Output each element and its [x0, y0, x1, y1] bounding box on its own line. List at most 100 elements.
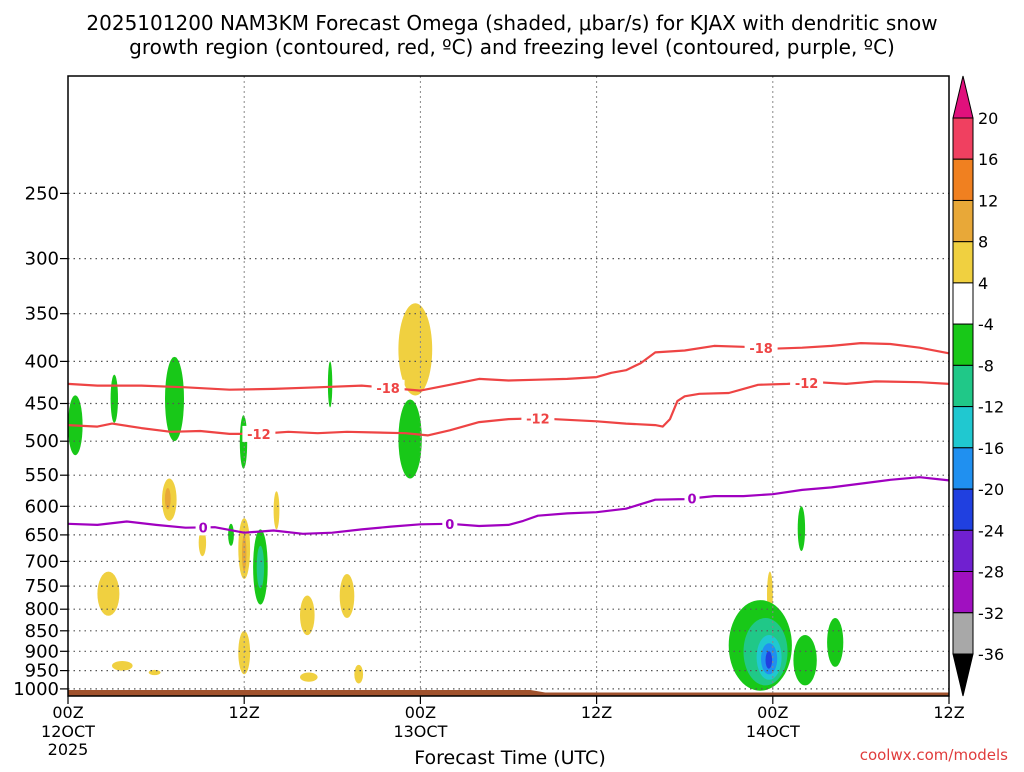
temperature-contours: -18 -18 -12 -12 -12 0 0 0	[67, 339, 950, 536]
colorbar-label-7: -12	[978, 398, 1004, 417]
contour-label-2-0: 0	[199, 521, 208, 536]
colorbar-label-4: 4	[978, 274, 988, 293]
omega-region-14	[256, 545, 265, 589]
y-tick-label-550: 550	[25, 465, 59, 486]
omega-region-3	[239, 415, 248, 469]
colorbar-segment-6	[952, 364, 974, 408]
omega-region-21	[148, 669, 161, 676]
colorbar-label-0: 20	[978, 109, 998, 128]
contour-label-bg-2-0	[195, 519, 211, 536]
chart-title-line-1: 2025101200 NAM3KM Forecast Omega (shaded…	[86, 11, 937, 35]
colorbar-label-12: -32	[978, 604, 1004, 623]
chart-title-line-2: growth region (contoured, red, ºC) and f…	[129, 35, 895, 59]
surface-layer	[68, 690, 949, 696]
y-axis-ticks: 2503003504004505005506006507007508008509…	[13, 183, 68, 700]
x-tick-date-2: 13OCT	[393, 722, 447, 741]
omega-region-1	[110, 374, 119, 423]
y-tick-label-700: 700	[25, 551, 59, 572]
omega-region-9	[198, 529, 207, 557]
y-tick-label-600: 600	[25, 496, 59, 517]
contour-label-bg-2-2	[684, 490, 700, 507]
grid-lines	[68, 76, 949, 696]
y-tick-label-850: 850	[25, 621, 59, 642]
y-tick-label-350: 350	[25, 304, 59, 325]
y-tick-label-750: 750	[25, 576, 59, 597]
x-tick-label-5: 12Z	[933, 703, 964, 722]
colorbar-label-1: 16	[978, 150, 998, 169]
y-tick-label-250: 250	[25, 183, 59, 204]
contour-label-bg-1-2	[790, 374, 824, 391]
y-tick-label-300: 300	[25, 249, 59, 270]
colorbar-label-5: -4	[978, 315, 994, 334]
contour-label-bg-0-1	[744, 339, 778, 356]
plot-area: -18 -18 -12 -12 -12 0 0 0	[67, 75, 950, 697]
contour-label-bg-2-1	[442, 515, 458, 532]
colorbar-segment-1	[952, 158, 974, 201]
y-tick-label-900: 900	[25, 641, 59, 662]
x-tick-label-3: 12Z	[581, 703, 612, 722]
omega-region-12	[242, 534, 247, 572]
y-tick-label-650: 650	[25, 525, 59, 546]
x-tick-label-0: 00Z	[52, 703, 83, 722]
y-tick-label-1000: 1000	[13, 679, 59, 700]
omega-region-18	[339, 574, 355, 618]
x-tick-label-1: 12Z	[229, 703, 260, 722]
colorbar-segment-10	[952, 529, 974, 573]
y-tick-label-500: 500	[25, 431, 59, 452]
colorbar-label-2: 12	[978, 192, 998, 211]
colorbar-segment-7	[952, 406, 974, 449]
contour-label-1-1: -12	[526, 412, 550, 427]
omega-region-4	[327, 361, 333, 408]
colorbar-label-8: -16	[978, 439, 1004, 458]
colorbar-label-9: -20	[978, 480, 1004, 499]
colorbar-label-6: -8	[978, 356, 994, 375]
omega-region-31	[827, 618, 844, 667]
contour-label-2-2: 0	[687, 492, 696, 507]
colorbar-label-11: -28	[978, 563, 1004, 582]
omega-region-29	[765, 651, 773, 669]
contour-label-1-0: -12	[247, 428, 271, 443]
omega-region-6	[398, 303, 433, 396]
contour-label-0-1: -18	[749, 342, 773, 357]
omega-region-17	[300, 595, 315, 636]
colorbar-segment-5	[952, 323, 974, 366]
omega-region-23	[354, 664, 364, 684]
contour-label-bg-1-1	[521, 410, 555, 427]
colorbar-label-3: 8	[978, 233, 988, 252]
credit-text: coolwx.com/models	[860, 746, 1008, 764]
contour-line-2	[67, 476, 950, 535]
colorbar-label-10: -24	[978, 521, 1004, 540]
x-tick-label-4: 00Z	[757, 703, 788, 722]
omega-region-20	[112, 661, 133, 671]
colorbar-bottom-arrow	[952, 653, 974, 697]
y-tick-label-950: 950	[25, 661, 59, 682]
contour-label-1-2: -12	[795, 377, 819, 392]
colorbar-top-arrow	[952, 75, 974, 119]
contour-line-0	[67, 342, 950, 392]
colorbar-label-13: -36	[978, 645, 1004, 664]
omega-region-16	[97, 571, 120, 616]
x-axis-label: Forecast Time (UTC)	[414, 747, 605, 768]
x-tick-label-2: 00Z	[405, 703, 436, 722]
contour-label-bg-1-0	[242, 425, 276, 442]
y-tick-label-800: 800	[25, 599, 59, 620]
contour-label-0-0: -18	[376, 382, 400, 397]
colorbar-segment-9	[952, 488, 974, 531]
colorbar-segment-8	[952, 447, 974, 490]
contour-label-2-1: 0	[445, 518, 454, 533]
omega-region-22	[300, 672, 318, 682]
surface-ground	[68, 690, 949, 696]
colorbar-segment-4	[952, 282, 974, 325]
colorbar-segment-12	[952, 612, 974, 655]
x-tick-date-4: 14OCT	[746, 722, 800, 741]
plot-frame	[67, 75, 950, 697]
x-tick-date-0: 12OCT	[41, 722, 95, 741]
omega-region-5	[398, 399, 422, 479]
y-tick-label-400: 400	[25, 351, 59, 372]
colorbar-segment-0	[952, 117, 974, 160]
x-tick-year-0: 2025	[48, 740, 89, 759]
omega-region-15	[273, 491, 280, 530]
